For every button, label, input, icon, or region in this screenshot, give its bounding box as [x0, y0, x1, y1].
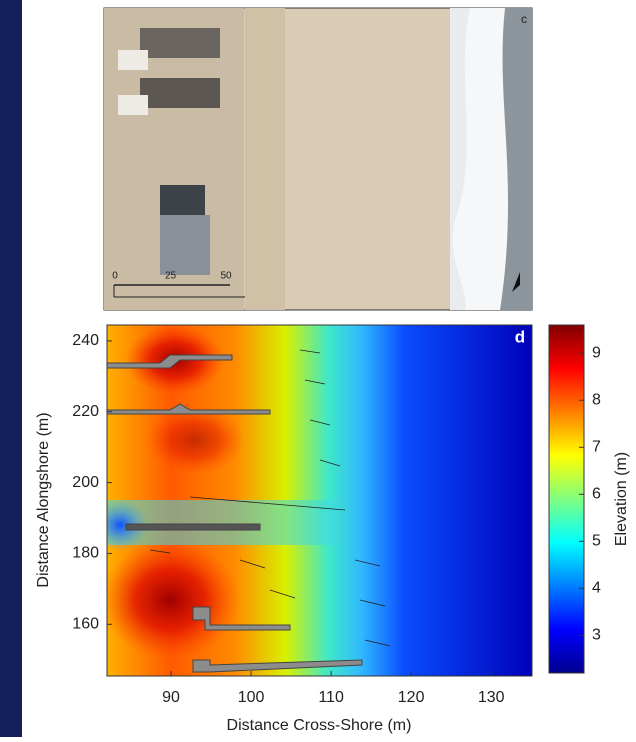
figure: c d Distance Cross-Shore (m) Distance Al… — [0, 0, 636, 737]
colorbar — [549, 325, 584, 673]
x-tick-label: 120 — [398, 689, 425, 706]
x-tick-label: 130 — [478, 689, 505, 706]
y-tick-label: 200 — [72, 474, 99, 491]
y-tick-label: 220 — [72, 403, 99, 420]
colorbar-label: Elevation (m) — [613, 452, 630, 546]
colorbar-tick-label: 7 — [592, 438, 601, 455]
panel-label: c — [521, 12, 527, 26]
scale-tick-label: 25 — [165, 271, 177, 282]
x-tick-label: 110 — [318, 689, 344, 706]
page: c d Distance Cross-Shore (m) Distance Al… — [0, 0, 636, 742]
x-tick-label: 100 — [238, 689, 265, 706]
scale-tick-label: 0 — [112, 271, 118, 282]
aerial-photo: c — [104, 8, 532, 310]
y-tick-label: 240 — [72, 332, 99, 349]
colorbar-tick-label: 9 — [592, 344, 601, 361]
colorbar-tick-label: 5 — [592, 533, 601, 550]
colorbar-tick-label: 4 — [592, 580, 601, 597]
scale-tick-label: 50 — [220, 271, 232, 282]
elevation-field — [92, 325, 532, 676]
y-tick-label: 180 — [72, 545, 99, 562]
colorbar-tick-label: 3 — [592, 627, 601, 644]
side-strip — [0, 0, 22, 737]
y-tick-label: 160 — [72, 616, 99, 633]
colorbar-tick-label: 8 — [592, 391, 601, 408]
colorbar-tick-label: 6 — [592, 486, 601, 503]
y-axis-label: Distance Alongshore (m) — [35, 412, 52, 587]
x-axis-label: Distance Cross-Shore (m) — [227, 717, 412, 734]
panel-label: d — [515, 327, 525, 346]
x-tick-label: 90 — [162, 689, 180, 706]
